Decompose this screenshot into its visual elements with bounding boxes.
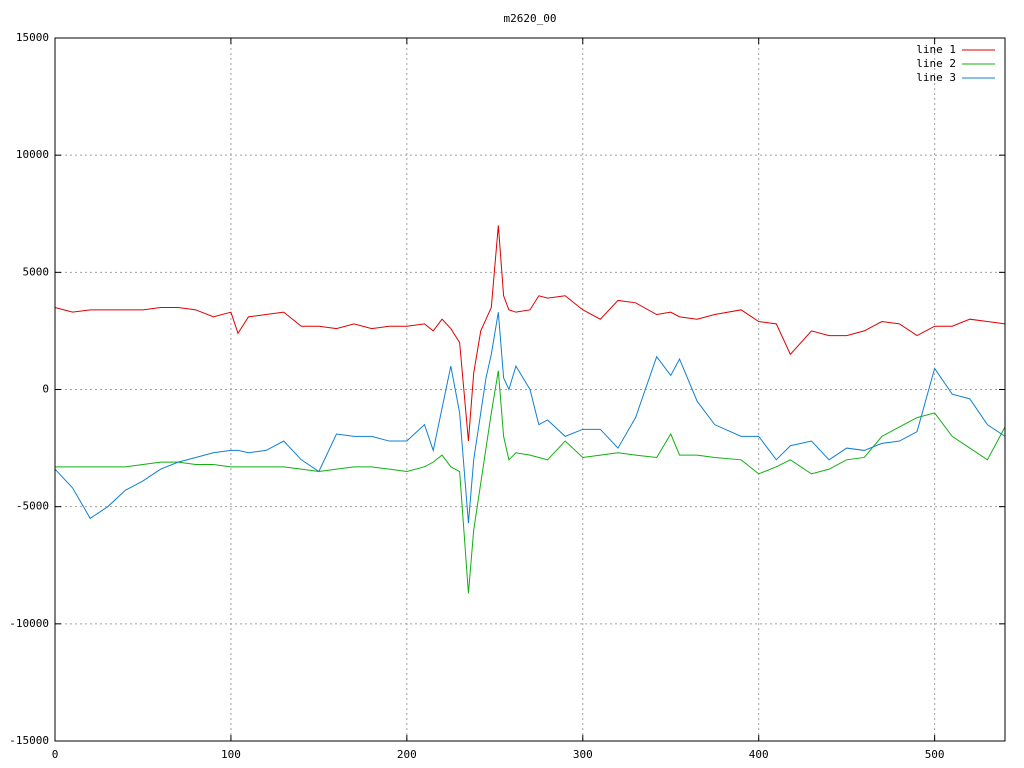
data-line <box>54 225 1006 442</box>
data-line <box>55 370 1006 594</box>
legend-label: line 2 <box>916 57 956 70</box>
x-tick-label: 500 <box>925 748 945 761</box>
x-tick-label: 300 <box>573 748 593 761</box>
y-tick-label: -5000 <box>16 500 49 513</box>
chart-title: m2620_00 <box>504 12 557 25</box>
x-tick-label: 200 <box>397 748 417 761</box>
y-tick-label: -10000 <box>9 617 49 630</box>
x-tick-label: 0 <box>52 748 59 761</box>
data-line <box>54 312 1006 524</box>
plot-lines <box>54 225 1006 594</box>
y-tick-label: -15000 <box>9 734 49 747</box>
y-tick-label: 0 <box>42 383 49 396</box>
x-tick-label: 400 <box>749 748 769 761</box>
y-tick-label: 10000 <box>16 148 49 161</box>
legend-label: line 3 <box>916 71 956 84</box>
x-tick-label: 100 <box>221 748 241 761</box>
legend-label: line 1 <box>916 43 956 56</box>
y-tick-label: 5000 <box>23 265 50 278</box>
y-tick-label: 15000 <box>16 31 49 44</box>
